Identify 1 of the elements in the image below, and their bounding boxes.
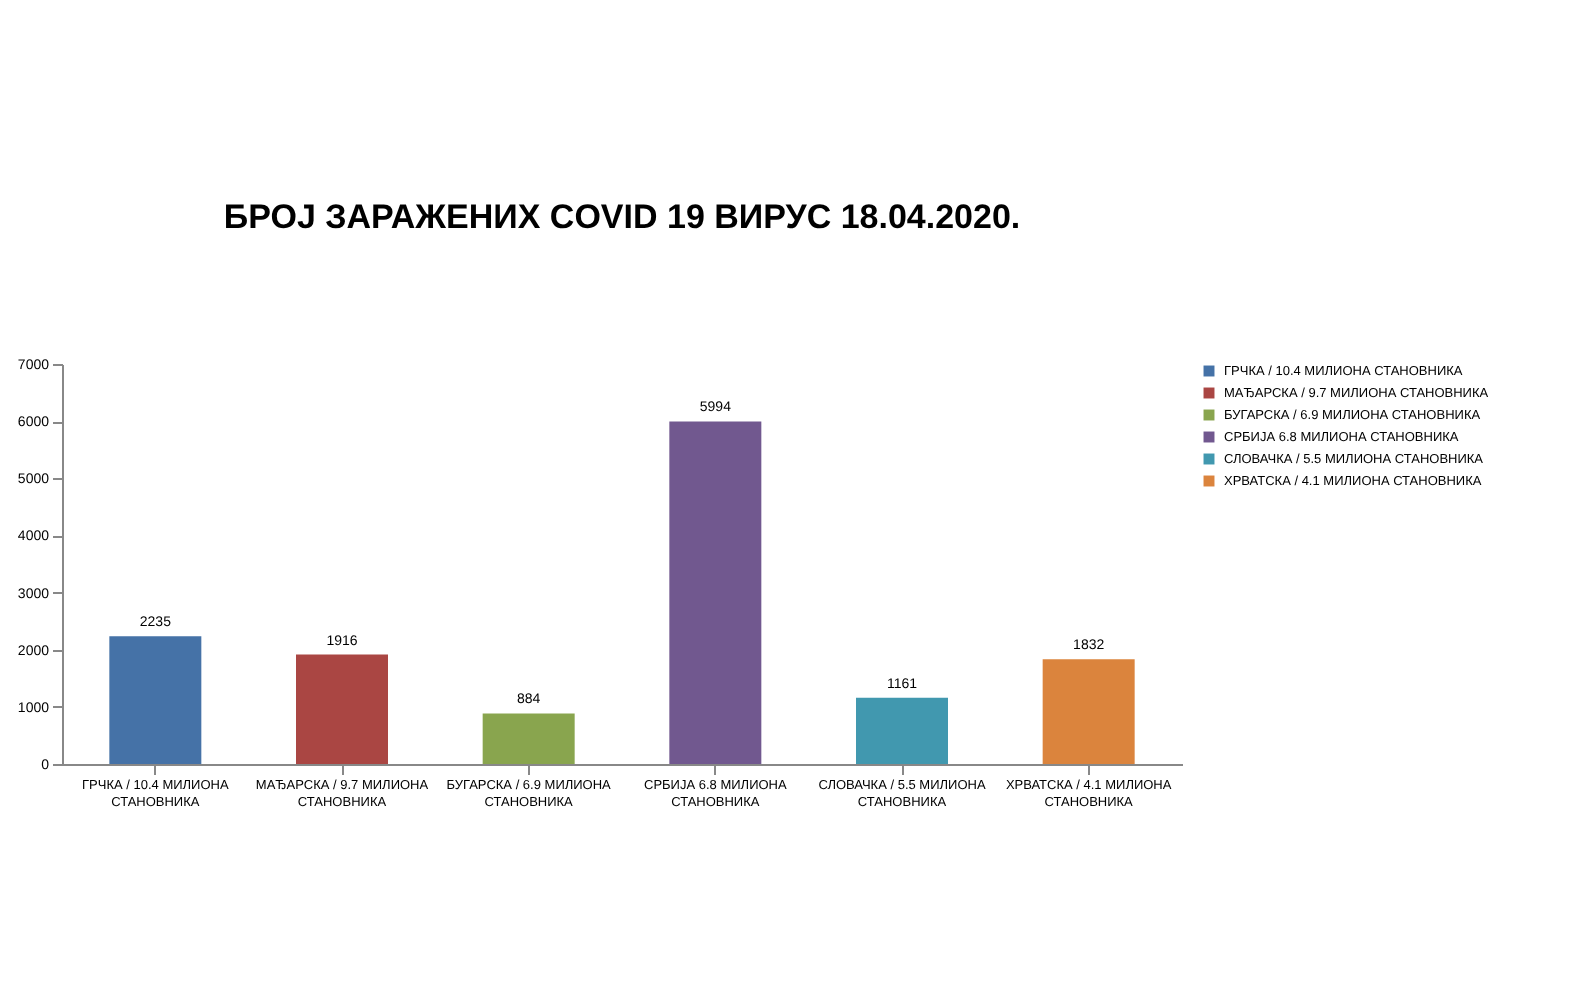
chart-title: БРОЈ ЗАРАЖЕНИХ COVID 19 ВИРУС 18.04.2020. (223, 198, 1021, 236)
